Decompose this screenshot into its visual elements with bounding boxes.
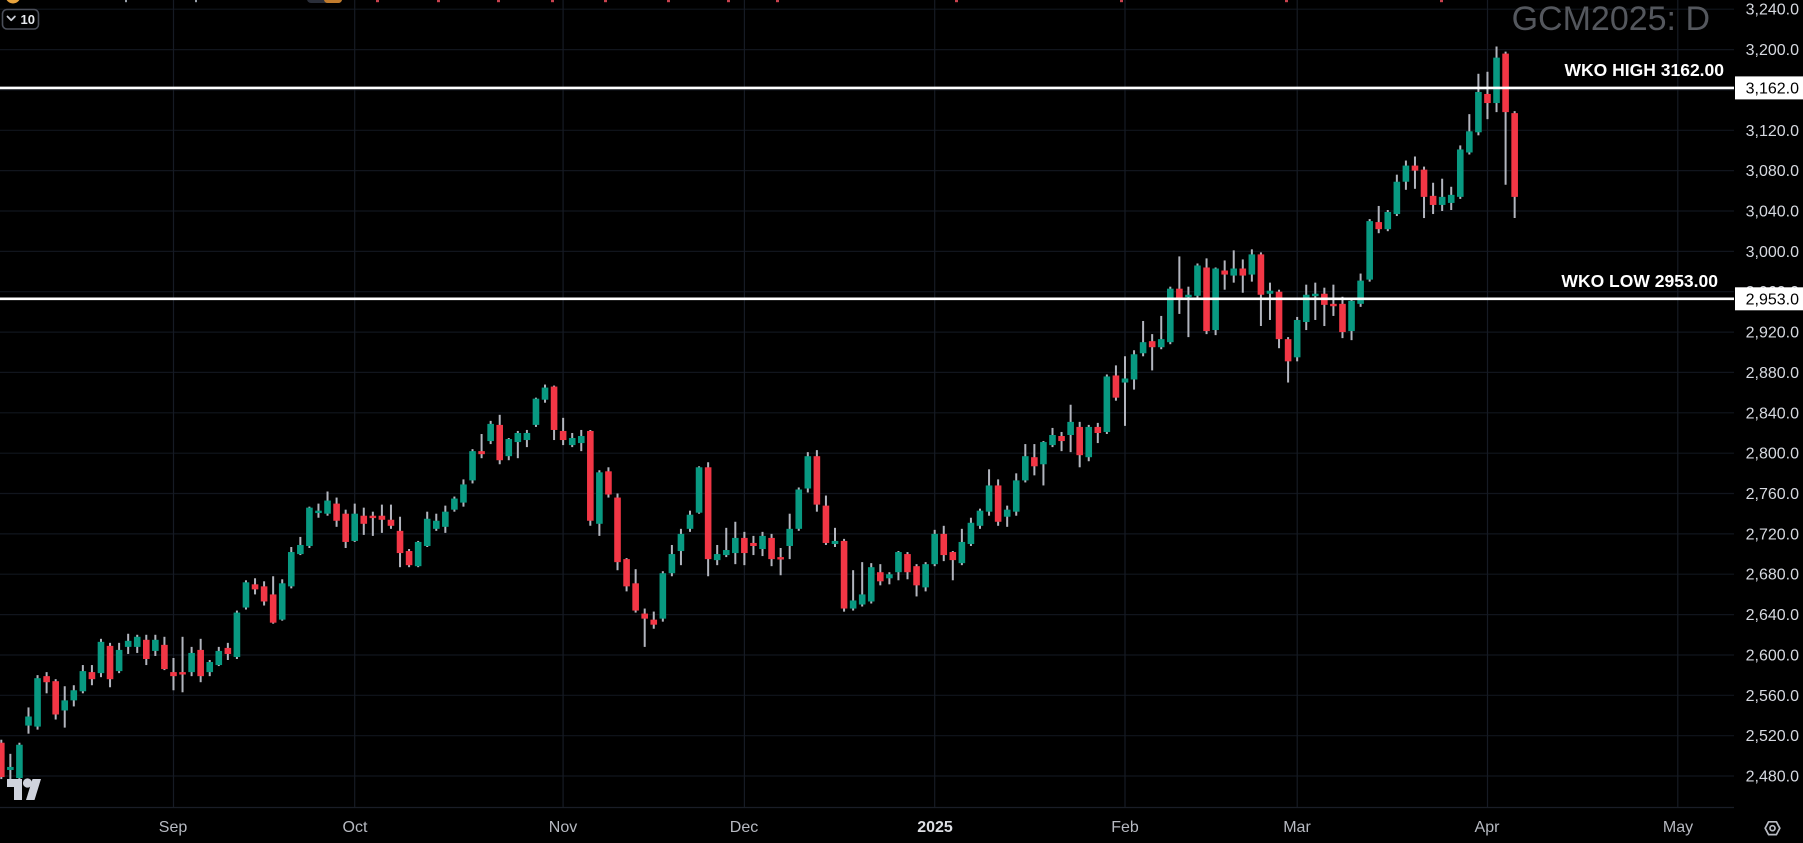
svg-text:2,480.0: 2,480.0 xyxy=(1746,769,1799,786)
svg-text:WKO LOW 2953.00: WKO LOW 2953.00 xyxy=(1561,271,1718,291)
svg-text:3,200.0: 3,200.0 xyxy=(1746,42,1799,59)
svg-text:2,840.0: 2,840.0 xyxy=(1746,405,1799,422)
svg-text:2,800.0: 2,800.0 xyxy=(1746,446,1799,463)
svg-text:2,953.0: 2,953.0 xyxy=(1746,291,1799,308)
svg-text:3,080.0: 3,080.0 xyxy=(1746,163,1799,180)
svg-text:2,520.0: 2,520.0 xyxy=(1746,728,1799,745)
svg-text:WKO HIGH 3162.00: WKO HIGH 3162.00 xyxy=(1565,60,1725,80)
svg-text:3,240.0: 3,240.0 xyxy=(1746,2,1799,19)
svg-text:May: May xyxy=(1663,819,1693,836)
svg-text:Sep: Sep xyxy=(159,819,188,836)
svg-text:3,120.0: 3,120.0 xyxy=(1746,123,1799,140)
svg-text:Mar: Mar xyxy=(1283,819,1311,836)
svg-text:2,920.0: 2,920.0 xyxy=(1746,325,1799,342)
svg-text:2,680.0: 2,680.0 xyxy=(1746,567,1799,584)
svg-text:2,760.0: 2,760.0 xyxy=(1746,486,1799,503)
svg-text:Feb: Feb xyxy=(1111,819,1139,836)
svg-text:2,640.0: 2,640.0 xyxy=(1746,607,1799,624)
svg-text:2,560.0: 2,560.0 xyxy=(1746,688,1799,705)
svg-text:2025: 2025 xyxy=(917,819,953,836)
svg-text:Nov: Nov xyxy=(549,819,577,836)
svg-text:Apr: Apr xyxy=(1475,819,1501,836)
svg-text:2,600.0: 2,600.0 xyxy=(1746,648,1799,665)
svg-text:GCM2025: D: GCM2025: D xyxy=(1512,0,1710,38)
svg-text:3,000.0: 3,000.0 xyxy=(1746,244,1799,261)
svg-text:2,720.0: 2,720.0 xyxy=(1746,526,1799,543)
svg-text:3,162.0: 3,162.0 xyxy=(1746,80,1799,97)
svg-text:3,040.0: 3,040.0 xyxy=(1746,204,1799,221)
svg-text:Dec: Dec xyxy=(730,819,758,836)
svg-text:Oct: Oct xyxy=(343,819,368,836)
svg-text:10: 10 xyxy=(21,12,35,27)
svg-text:2,880.0: 2,880.0 xyxy=(1746,365,1799,382)
